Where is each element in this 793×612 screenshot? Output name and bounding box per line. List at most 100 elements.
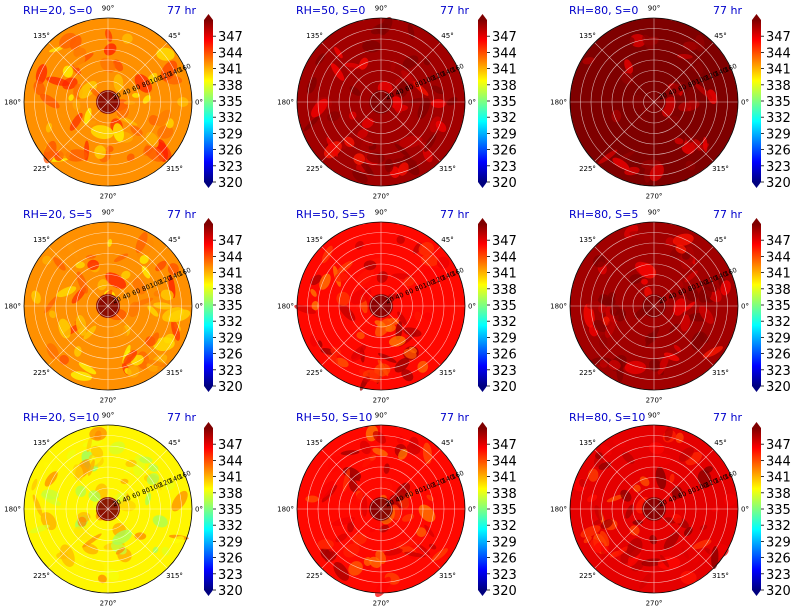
angle-tick-label: 45°	[168, 32, 180, 40]
angle-tick-label: 270°	[646, 600, 663, 608]
radial-tick-label: 40	[667, 494, 678, 505]
field-patch	[629, 231, 653, 241]
angle-tick-label: 315°	[712, 165, 729, 173]
field-patch	[46, 343, 59, 360]
field-patch	[629, 525, 640, 536]
field-patch	[599, 530, 610, 547]
angle-tick-label: 0°	[468, 506, 476, 514]
field-patch	[412, 80, 429, 96]
field-patch	[120, 478, 129, 485]
colorbar-tick-label: 323	[492, 364, 517, 379]
panel-time: 77 hr	[713, 4, 742, 17]
colorbar-tick-label: 341	[766, 471, 791, 486]
field-patch	[372, 431, 386, 444]
angle-tick-label: 180°	[4, 99, 21, 107]
field-patch	[683, 526, 693, 537]
field-patch	[121, 270, 131, 280]
field-patch	[336, 502, 359, 510]
field-patch	[680, 570, 697, 585]
colorbar-tick-label: 338	[492, 79, 517, 94]
field-patch	[593, 254, 606, 268]
field-patch	[69, 112, 83, 131]
colorbar-tick-label: 332	[766, 111, 791, 126]
colorbar-tick-label: 332	[218, 111, 243, 126]
colorbar-tick-label: 344	[218, 46, 243, 61]
colorbar-tick-label: 323	[492, 160, 517, 175]
angle-tick-label: 90°	[648, 412, 660, 420]
colorbar-tick-label: 320	[492, 584, 517, 599]
field-patch	[579, 478, 587, 488]
colorbar-tick-label: 323	[218, 364, 243, 379]
field-patch	[685, 160, 696, 171]
field-patch	[303, 115, 321, 132]
field-patch	[606, 494, 625, 503]
colorbar-bar	[204, 224, 213, 386]
field-patch	[707, 89, 718, 105]
colorbar-tick-label: 335	[492, 503, 517, 518]
polar-outline	[23, 424, 193, 594]
radial-tick-label: 80	[687, 283, 698, 294]
field-patch	[660, 554, 670, 568]
colorbar-tick-label: 326	[492, 552, 517, 567]
polar-outline	[296, 424, 466, 594]
field-patch	[136, 239, 154, 259]
field-patch	[353, 153, 365, 165]
polar-panel: 204060801001201401600°45°90°135°180°225°…	[550, 4, 749, 201]
field-patch	[423, 133, 437, 152]
field-patch	[349, 473, 361, 482]
angle-tick-label: 90°	[648, 209, 660, 217]
colorbar-extend-top	[752, 14, 761, 20]
angular-gridline	[594, 246, 655, 307]
angle-tick-label: 225°	[33, 369, 50, 377]
radial-tick-label: 20	[385, 498, 396, 509]
field-patch	[126, 153, 135, 162]
field-patch	[583, 303, 595, 328]
angular-gridline	[107, 101, 168, 162]
colorbar-extend-bottom	[478, 590, 487, 596]
angular-gridline	[380, 449, 441, 510]
colorbar-tick-label: 329	[492, 331, 517, 346]
field-patch	[75, 485, 87, 497]
angle-tick-label: 180°	[550, 99, 567, 107]
field-patch	[673, 298, 686, 316]
field-patch	[598, 304, 607, 314]
field-patch	[398, 448, 408, 460]
radial-tick-label: 40	[667, 291, 678, 302]
field-patch	[31, 290, 41, 304]
field-patch	[583, 536, 592, 544]
radial-tick-label: 40	[667, 87, 678, 98]
angle-tick-label: 45°	[714, 439, 726, 447]
colorbar-extend-top	[478, 218, 487, 224]
colorbar-tick-label: 341	[492, 471, 517, 486]
angle-tick-label: 315°	[712, 572, 729, 580]
colorbar-bar	[204, 428, 213, 590]
radial-tick-label: 80	[414, 486, 425, 497]
field-patch	[42, 255, 52, 265]
angle-tick-label: 225°	[306, 369, 323, 377]
colorbar-tick-label: 326	[218, 552, 243, 567]
angle-tick-label: 0°	[741, 506, 749, 514]
field-patch	[449, 301, 462, 322]
field-patch	[35, 64, 48, 85]
field-patch	[422, 442, 432, 464]
colorbar-tick-label: 347	[766, 234, 791, 249]
angle-tick-label: 45°	[441, 439, 453, 447]
field-patch	[348, 479, 358, 493]
colorbar-tick-label: 335	[218, 95, 243, 110]
radial-tick-label: 60	[131, 287, 142, 298]
colorbar-tick-label: 329	[492, 535, 517, 550]
field-patch	[163, 333, 175, 344]
polar-outline	[296, 221, 466, 391]
panel-time: 77 hr	[167, 4, 196, 17]
field-patch	[665, 237, 675, 247]
radial-tick-label: 80	[141, 79, 152, 90]
radial-tick-label: 80	[687, 79, 698, 90]
radial-tick-label: 60	[131, 83, 142, 94]
field-patch	[625, 504, 634, 519]
angle-tick-label: 0°	[741, 303, 749, 311]
field-patch	[59, 354, 69, 365]
field-patch	[46, 76, 70, 86]
